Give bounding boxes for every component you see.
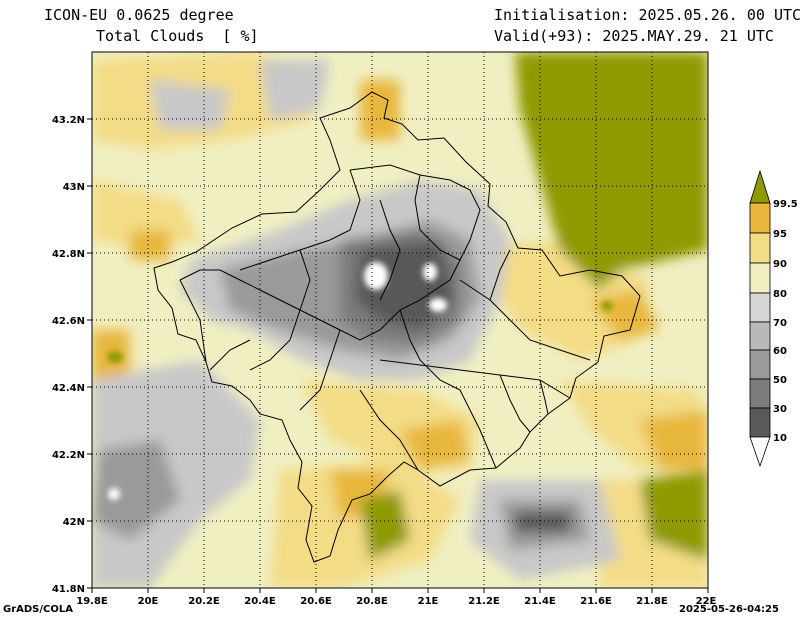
- lat-tick-label: 42N: [63, 517, 85, 528]
- lon-tick-labels: 19.8E 20E 20.2E 20.4E 20.6E 20.8E 21E 21…: [76, 596, 716, 607]
- colorbar-swatch: [749, 407, 771, 438]
- cloud-field: [92, 52, 708, 588]
- colorbar-label: 30: [773, 404, 787, 415]
- admin-borders: [153, 91, 641, 563]
- lat-tick-label: 41.8N: [52, 584, 85, 595]
- lat-tick-label: 42.2N: [52, 450, 85, 461]
- colorbar-top-arrow: [749, 169, 771, 204]
- footer-timestamp: 2025-05-26-04:25: [679, 604, 779, 615]
- colorbar: [749, 169, 771, 468]
- colorbar-swatch: [749, 378, 771, 409]
- colorbar-label: 50: [773, 375, 787, 386]
- model-title: ICON-EU 0.0625 degree: [44, 6, 234, 24]
- lat-tick-label: 42.4N: [52, 383, 85, 394]
- lon-tick-label: 22E: [696, 596, 717, 607]
- colorbar-label: 70: [773, 318, 787, 329]
- lon-tick-label: 21.2E: [468, 596, 500, 607]
- lon-tick-label: 21.4E: [524, 596, 556, 607]
- lon-tick-label: 20.4E: [244, 596, 276, 607]
- lon-tick-label: 20.2E: [188, 596, 220, 607]
- colorbar-swatch: [749, 321, 771, 351]
- initialisation-time: Initialisation: 2025.05.26. 00 UTC: [494, 6, 800, 24]
- lat-tick-labels: 41.8N 42N 42.2N 42.4N 42.6N 42.8N 43N 43…: [52, 115, 85, 595]
- lat-tick-label: 43N: [63, 182, 85, 193]
- colorbar-label: 99.5: [773, 199, 798, 210]
- footer-credit: GrADS/COLA: [3, 604, 73, 615]
- valid-time: Valid(+93): 2025.MAY.29. 21 UTC: [494, 27, 774, 45]
- lat-tick-label: 42.8N: [52, 249, 85, 260]
- lat-tick-label: 42.6N: [52, 316, 85, 327]
- lon-tick-label: 21E: [418, 596, 439, 607]
- lon-tick-label: 20.8E: [356, 596, 388, 607]
- colorbar-swatch: [749, 262, 771, 294]
- colorbar-swatch: [749, 202, 771, 234]
- colorbar-label: 10: [773, 433, 787, 444]
- lon-tick-label: 19.8E: [76, 596, 108, 607]
- lat-tick-label: 43.2N: [52, 115, 85, 126]
- tick-marks: [87, 118, 709, 593]
- lon-tick-label: 21.8E: [636, 596, 668, 607]
- variable-title: Total Clouds [ %]: [96, 27, 259, 45]
- colorbar-swatch: [749, 232, 771, 264]
- colorbar-labels: 99.5 95 90 80 70 60 50 30 10: [773, 199, 798, 444]
- colorbar-label: 90: [773, 259, 787, 270]
- colorbar-label: 95: [773, 229, 787, 240]
- colorbar-bottom-arrow: [749, 436, 771, 468]
- lon-tick-label: 20E: [138, 596, 159, 607]
- colorbar-swatch: [749, 349, 771, 380]
- graticule: [92, 52, 708, 588]
- colorbar-label: 80: [773, 289, 787, 300]
- colorbar-label: 60: [773, 346, 787, 357]
- lon-tick-label: 21.6E: [580, 596, 612, 607]
- lon-tick-label: 20.6E: [300, 596, 332, 607]
- colorbar-swatch: [749, 292, 771, 323]
